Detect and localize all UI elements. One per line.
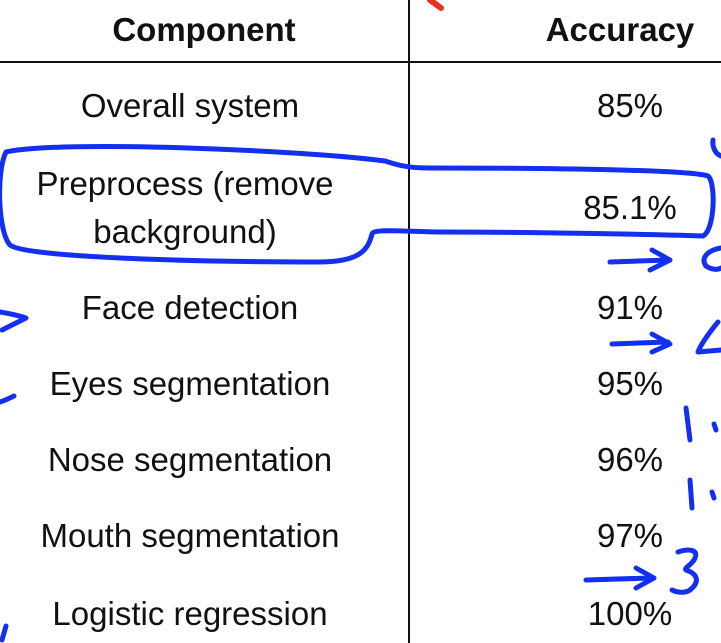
header-accuracy: Accuracy — [545, 11, 695, 48]
component-cell: Mouth segmentation — [40, 517, 340, 554]
accuracy-cell: 85.1% — [583, 189, 677, 226]
accuracy-cell: 91% — [596, 289, 664, 326]
ink-mark-1b — [687, 477, 695, 511]
component-cell: Overall system — [80, 87, 300, 124]
table-row: Nose segmentation 96% — [0, 436, 721, 484]
ink-mark-dot — [711, 421, 719, 433]
arrow-mouth — [583, 565, 657, 591]
component-cell: Eyes segmentation — [49, 365, 331, 402]
header-rule — [0, 61, 721, 63]
column-divider — [408, 0, 410, 643]
component-cell: Nose segmentation — [47, 441, 333, 478]
table-row: Preprocess (remove background) 85.1% — [0, 158, 721, 258]
ink-mark-dot — [709, 489, 717, 501]
accuracy-cell: 85% — [596, 87, 664, 124]
component-cell: Preprocess (remove background) — [36, 165, 334, 250]
accuracy-cell: 100% — [587, 595, 673, 632]
accuracy-cell: 97% — [596, 517, 664, 554]
ink-mark-1 — [710, 137, 721, 159]
header-component: Component — [112, 11, 296, 48]
component-cell: Face detection — [81, 289, 299, 326]
component-cell: Logistic regression — [52, 595, 328, 632]
table-row: Mouth segmentation 97% — [0, 512, 721, 560]
arrow-face — [609, 331, 673, 355]
accuracy-cell: 95% — [596, 365, 664, 402]
table-row: Overall system 85% — [0, 82, 721, 130]
table-row: Logistic regression 100% — [0, 590, 721, 638]
accuracy-cell: 96% — [596, 441, 664, 478]
table-row: Face detection 91% — [0, 284, 721, 332]
table-row: Eyes segmentation 95% — [0, 360, 721, 408]
